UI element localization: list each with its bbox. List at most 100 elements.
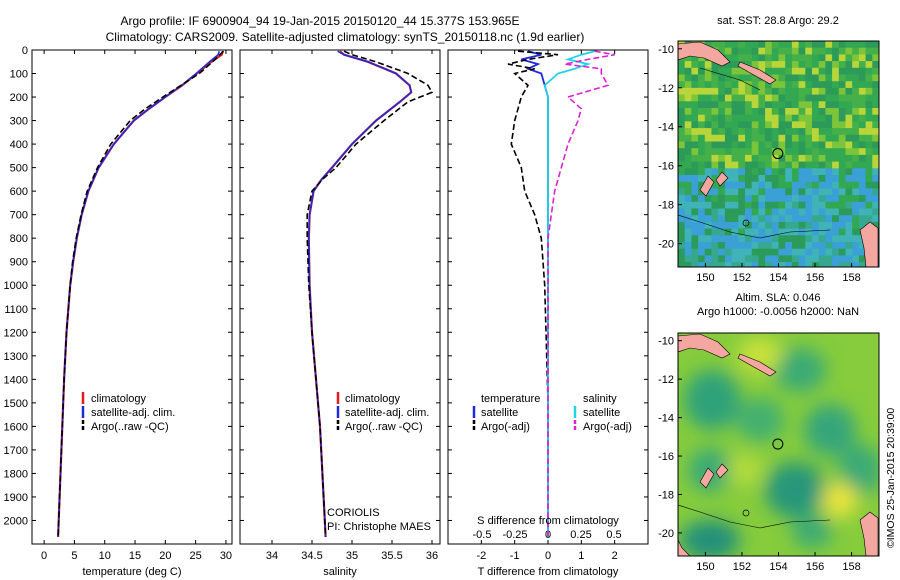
sst-cell (691, 168, 699, 176)
sst-cell (791, 61, 799, 69)
sst-cell (852, 175, 860, 182)
sst-cell (845, 41, 853, 48)
sst-cell (798, 255, 806, 263)
sst-cell (731, 255, 739, 263)
sst-cell (812, 81, 819, 89)
sst-cell (798, 87, 806, 95)
sst-cell (738, 121, 746, 129)
sst-cell (765, 81, 773, 89)
difference-y-ticks (448, 49, 648, 521)
sst-cell (771, 148, 779, 156)
sst-cell (865, 148, 873, 156)
sst-cell (758, 208, 766, 216)
sst-cell (731, 235, 739, 243)
sst-cell (838, 168, 846, 176)
sst-cell (678, 108, 685, 115)
lon-tick-label: 152 (733, 561, 751, 573)
sst-cell (724, 81, 732, 89)
sst-cell (858, 121, 866, 129)
sst-cell (812, 141, 819, 149)
sst-cell (704, 141, 712, 149)
sst-cell (758, 94, 766, 102)
sst-cell (785, 54, 793, 62)
sst-cell (751, 168, 759, 176)
sst-cell (812, 128, 819, 136)
depth-tick-label: 1700 (4, 445, 28, 457)
sst-cell (845, 175, 853, 182)
sst-cell (805, 74, 813, 82)
sst-cell (865, 168, 873, 176)
sst-cell (872, 188, 879, 196)
sst-cell (812, 148, 819, 156)
sst-cell (718, 101, 726, 109)
salinity-axes-frame (239, 49, 441, 545)
sst-cell (785, 134, 793, 142)
sst-cell (798, 61, 806, 69)
sst-cell (691, 175, 699, 182)
sst-cell (698, 242, 706, 249)
sst-cell (838, 208, 846, 216)
sst-cell (858, 108, 866, 115)
sst-cell (865, 87, 873, 95)
sst-cell (805, 87, 813, 95)
legend-argo-label: Argo(..raw -QC) (91, 421, 169, 433)
sst-cell (805, 148, 813, 156)
sst-cell (791, 208, 799, 216)
sla-reef-islands (699, 463, 729, 489)
sst-cell (805, 154, 813, 162)
sst-cell (738, 248, 746, 256)
sst-cell (698, 81, 706, 89)
sst-cell (745, 188, 752, 196)
sst-cell (865, 114, 873, 122)
sst-cell (698, 154, 706, 162)
sst-cell (785, 161, 793, 169)
sst-cell (704, 201, 712, 209)
sst-cell (731, 242, 739, 249)
sst-cell (832, 67, 840, 75)
x-tick-label: 5 (71, 550, 77, 562)
sst-cell (698, 161, 706, 169)
sst-cell (698, 175, 706, 182)
sst-cell (731, 141, 739, 149)
sst-cell (765, 154, 773, 162)
sst-cell (711, 141, 719, 149)
sst-cell (872, 74, 879, 82)
sst-cell (858, 134, 866, 142)
sst-cell (718, 154, 726, 162)
temperature-xlabel: temperature (deg C) (82, 566, 181, 578)
sst-cell (825, 141, 833, 149)
sst-cell (845, 108, 853, 115)
sst-cell (751, 262, 759, 267)
sst-cell (771, 262, 779, 267)
sst-cell (778, 87, 786, 95)
sst-cell (718, 235, 726, 243)
sst-cell (858, 128, 866, 136)
sst-cell (858, 47, 866, 55)
sst-cell (745, 94, 752, 102)
sst-cell (738, 235, 746, 243)
s-difference-tick-label: -0.25 (502, 529, 527, 541)
sst-cell (785, 181, 793, 189)
sst-cell (825, 195, 833, 203)
sst-cell (771, 121, 779, 129)
sst-cell (724, 134, 732, 142)
sst-cell (838, 121, 846, 129)
sst-cell (691, 255, 699, 263)
sst-cell (698, 134, 706, 142)
sst-cell (758, 242, 766, 249)
depth-tick-label: 1400 (4, 374, 28, 386)
sst-cell (818, 262, 826, 267)
sst-cell (698, 114, 706, 122)
sst-cell (704, 161, 712, 169)
sst-cell (724, 94, 732, 102)
sst-cell (691, 101, 699, 109)
sst-cell (751, 201, 759, 209)
sst-cell (745, 114, 752, 122)
sst-cell (832, 175, 840, 182)
sst-cell (838, 114, 846, 122)
sst-cell (771, 235, 779, 243)
sst-cell (745, 54, 752, 62)
sst-cell (765, 128, 773, 136)
sst-cell (785, 215, 793, 223)
